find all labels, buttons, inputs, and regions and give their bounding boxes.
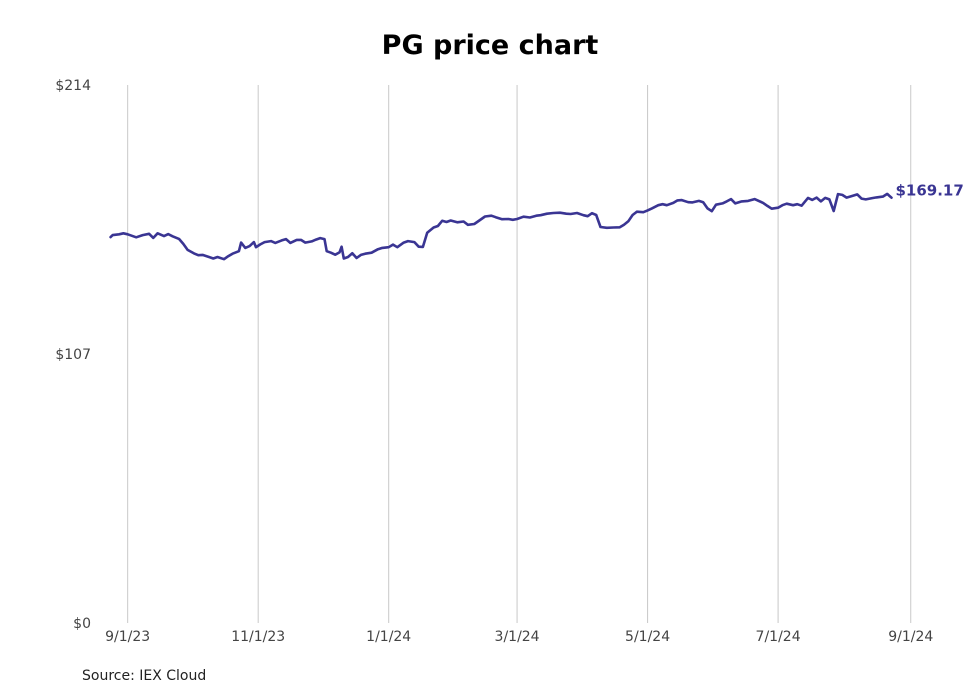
y-axis-ticks: $0 $107 $214 xyxy=(55,78,91,632)
source-note: Source: IEX Cloud xyxy=(82,668,207,684)
y-tick-label: $107 xyxy=(55,347,91,363)
y-tick-label: $214 xyxy=(55,78,91,94)
x-tick-label: 9/1/23 xyxy=(105,629,150,645)
gridlines xyxy=(127,85,912,623)
x-tick-label: 3/1/24 xyxy=(495,629,540,645)
last-price-label: $169.17 xyxy=(895,182,963,200)
price-line xyxy=(109,192,893,261)
x-tick-label: 9/1/24 xyxy=(888,629,933,645)
x-axis-ticks: 9/1/23 11/1/23 1/1/24 3/1/24 5/1/24 7/1/24 9/1… xyxy=(105,629,933,645)
y-tick-label: $0 xyxy=(73,616,91,632)
x-tick-label: 7/1/24 xyxy=(756,629,801,645)
x-tick-label: 5/1/24 xyxy=(625,629,670,645)
chart-title: PG price chart xyxy=(381,30,599,61)
x-tick-label: 1/1/24 xyxy=(366,629,411,645)
x-tick-label: 11/1/23 xyxy=(231,629,285,645)
